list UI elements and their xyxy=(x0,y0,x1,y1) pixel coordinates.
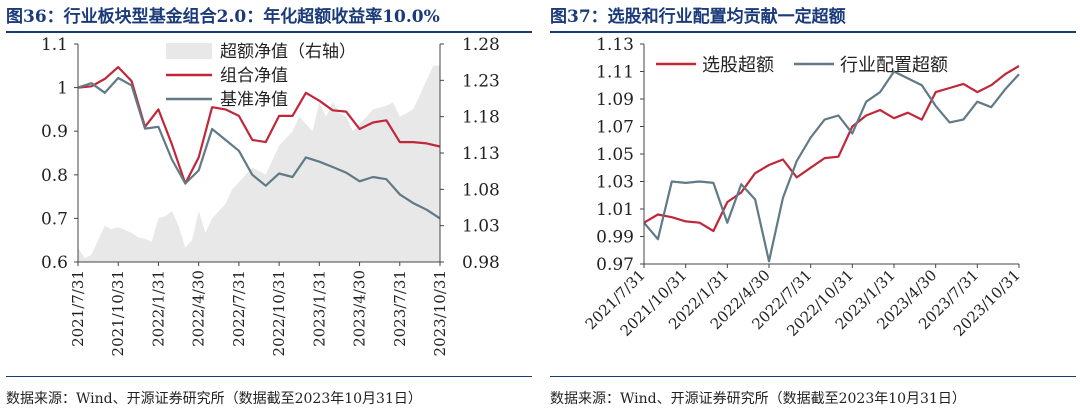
chart2-y-tick-label-2: 1.01 xyxy=(596,200,634,220)
chart1-y2-tick-label-1: 1.03 xyxy=(462,217,500,237)
chart1-y-tick-label-0: 0.6 xyxy=(41,253,68,273)
chart2-y-tick-label-7: 1.11 xyxy=(596,63,634,83)
chart1-line-series-2 xyxy=(77,76,441,220)
chart1-source: 数据来源：Wind、开源证券研究所（数据截至2023年10月31日） xyxy=(6,391,422,407)
chart2-y-tick-label-6: 1.09 xyxy=(596,90,634,110)
chart1-x-tick-label-5: 2022/10/31 xyxy=(270,270,288,356)
chart2-y-tick-label-4: 1.05 xyxy=(596,145,634,165)
chart1-y2-tick-label-3: 1.13 xyxy=(462,144,500,164)
chart2-y-tick-label-8: 1.13 xyxy=(596,35,634,55)
chart1-source-rule xyxy=(6,376,532,377)
chart1-y2-tick-label-5: 1.23 xyxy=(462,71,500,91)
chart1-x-tick-label-0: 2021/7/31 xyxy=(69,270,87,347)
chart2-source-rule xyxy=(550,376,1076,377)
chart2-title: 图37：选股和行业配置均贡献一定超额 xyxy=(550,7,846,27)
chart2-legend-label-1: 行业配置超额 xyxy=(840,55,948,76)
chart2-title-rule xyxy=(550,31,1076,33)
chart1-x-tick-label-2: 2022/1/31 xyxy=(149,270,167,347)
chart2-line-series-0 xyxy=(643,65,1020,233)
chart1-title: 图36：行业板块型基金组合2.0：年化超额收益率10.0% xyxy=(6,7,440,27)
chart1-y-tick-label-2: 0.8 xyxy=(41,166,68,186)
chart1-x-tick-label-6: 2023/1/31 xyxy=(310,270,328,347)
chart1-x-tick-label-9: 2023/10/31 xyxy=(431,270,449,356)
chart1-y2-tick-label-4: 1.18 xyxy=(462,108,500,128)
chart2-y-tick-label-3: 1.03 xyxy=(596,173,634,193)
chart1-y-tick-label-3: 0.9 xyxy=(41,122,68,142)
chart1-legend-label-1: 组合净值 xyxy=(220,66,288,86)
chart1-y-tick-label-5: 1.1 xyxy=(41,35,68,55)
chart2-legend-label-0: 选股超额 xyxy=(702,55,774,76)
chart1-x-tick-label-3: 2022/4/30 xyxy=(190,270,208,347)
chart2-y-tick-label-1: 0.99 xyxy=(596,228,634,248)
chart2-source: 数据来源：Wind、开源证券研究所（数据截至2023年10月31日） xyxy=(550,391,966,407)
chart1-y2-tick-label-0: 0.98 xyxy=(462,253,500,273)
chart1-area-series-0 xyxy=(78,65,440,262)
chart1-legend-swatch-0 xyxy=(166,43,212,59)
chart1-title-rule xyxy=(6,31,532,33)
chart1-y-tick-label-1: 0.7 xyxy=(41,209,68,229)
chart1-x-tick-label-4: 2022/7/31 xyxy=(230,270,248,347)
chart1-y2-tick-label-2: 1.08 xyxy=(462,180,500,200)
chart1-x-tick-label-8: 2023/7/31 xyxy=(391,270,409,347)
chart1-y2-tick-label-6: 1.28 xyxy=(462,35,500,55)
chart1-legend-label-2: 基准净值 xyxy=(220,90,288,110)
chart2-line-series-1 xyxy=(643,70,1020,263)
chart2-y-tick-label-5: 1.07 xyxy=(596,118,634,138)
chart2-y-tick-label-0: 0.97 xyxy=(596,255,634,275)
chart1-y-tick-label-4: 1 xyxy=(57,79,68,99)
chart1-legend-label-0: 超额净值（右轴） xyxy=(220,42,356,62)
chart1-x-tick-label-7: 2023/4/30 xyxy=(351,270,369,347)
chart1-x-tick-label-1: 2021/10/31 xyxy=(109,270,127,356)
